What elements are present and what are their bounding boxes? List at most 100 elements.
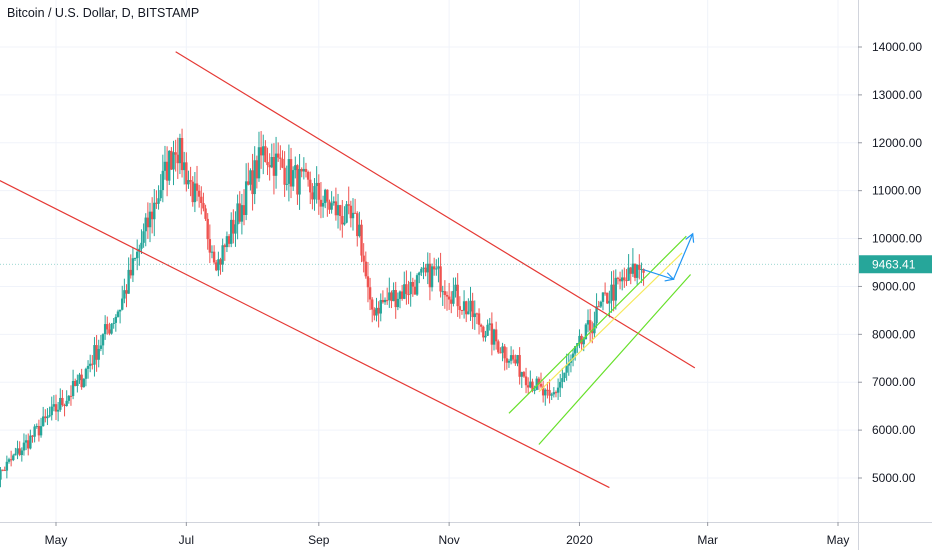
candle-body	[157, 198, 160, 204]
candle-body	[294, 165, 297, 171]
candle	[223, 243, 226, 261]
candle	[204, 204, 207, 221]
x-tick-label: 2020	[566, 533, 593, 547]
y-tick-label: 11000.00	[872, 184, 921, 198]
descending-channel-line	[175, 51, 696, 369]
candle-body	[364, 261, 368, 277]
candle	[16, 440, 19, 460]
candle	[362, 243, 365, 273]
candle	[324, 188, 327, 209]
candle	[398, 290, 402, 309]
candle	[447, 282, 451, 310]
candle-body	[529, 381, 532, 388]
candle	[112, 317, 115, 329]
candlestick-series	[0, 128, 645, 488]
candle-body	[435, 268, 438, 270]
candle	[518, 347, 521, 385]
candle	[343, 206, 346, 226]
candle-body	[268, 165, 271, 168]
candle	[74, 378, 77, 387]
candle-body	[544, 389, 547, 396]
candle	[50, 396, 53, 421]
candle	[443, 280, 447, 309]
candle	[161, 154, 165, 203]
candle-body	[306, 171, 310, 180]
candle-body	[610, 284, 613, 301]
candle	[236, 194, 239, 240]
candle-body	[539, 383, 543, 387]
candle	[138, 244, 141, 266]
candle	[385, 287, 389, 305]
candle-body	[465, 301, 468, 315]
candle	[524, 367, 528, 394]
candle-body	[469, 300, 472, 312]
candle	[349, 200, 353, 228]
candle	[39, 417, 43, 438]
candle-body	[420, 268, 423, 273]
y-tick-label: 9000.00	[872, 279, 916, 293]
candle	[430, 263, 434, 292]
y-tick-label: 5000.00	[872, 471, 916, 485]
last-price-label: 9463.41	[872, 257, 916, 271]
candle	[356, 211, 359, 247]
candle-body	[531, 381, 534, 391]
candle-body	[546, 389, 549, 391]
candle-body	[492, 329, 496, 345]
candle-body	[554, 392, 558, 394]
candle	[541, 380, 545, 403]
candle	[148, 202, 152, 243]
candle-body	[114, 316, 118, 323]
candle	[272, 143, 276, 195]
candle	[255, 155, 259, 189]
candle-body	[612, 284, 615, 301]
candle-body	[462, 301, 466, 311]
candle	[24, 434, 28, 451]
candle	[435, 259, 438, 276]
candle-body	[52, 404, 56, 407]
candle	[219, 257, 222, 275]
candle	[195, 165, 199, 202]
candle	[274, 136, 278, 189]
candle	[565, 353, 568, 381]
candle	[76, 374, 79, 393]
candle	[454, 277, 457, 298]
candle	[5, 455, 9, 479]
candle	[127, 257, 130, 294]
candle-body	[618, 278, 622, 282]
candle	[400, 284, 404, 301]
candle	[360, 219, 363, 263]
candle-body	[533, 389, 536, 391]
candle	[364, 251, 368, 279]
candle-body	[298, 168, 301, 195]
candle	[249, 168, 252, 191]
candle-body	[490, 323, 494, 345]
candle	[571, 348, 575, 367]
candle-body	[371, 299, 374, 310]
candle	[482, 325, 485, 342]
candle-body	[443, 291, 447, 295]
candle	[133, 257, 137, 262]
candle-body	[27, 440, 30, 449]
candle-body	[193, 183, 197, 203]
candle	[501, 342, 504, 362]
candle	[612, 270, 615, 312]
candle	[546, 382, 549, 399]
candle-body	[411, 281, 415, 287]
candle-body	[471, 300, 474, 318]
candle	[411, 277, 415, 297]
candle-body	[223, 245, 226, 248]
candle-body	[315, 182, 318, 187]
candle	[373, 307, 376, 321]
candle	[368, 277, 372, 311]
candle	[206, 213, 209, 250]
candle-body	[296, 165, 299, 195]
candle	[44, 409, 47, 423]
candle-body	[614, 277, 617, 301]
candle	[91, 355, 94, 370]
candle	[345, 200, 348, 224]
candle-body	[219, 259, 222, 265]
candle	[473, 300, 476, 330]
candle-body	[353, 212, 357, 214]
candle-body	[432, 266, 436, 270]
